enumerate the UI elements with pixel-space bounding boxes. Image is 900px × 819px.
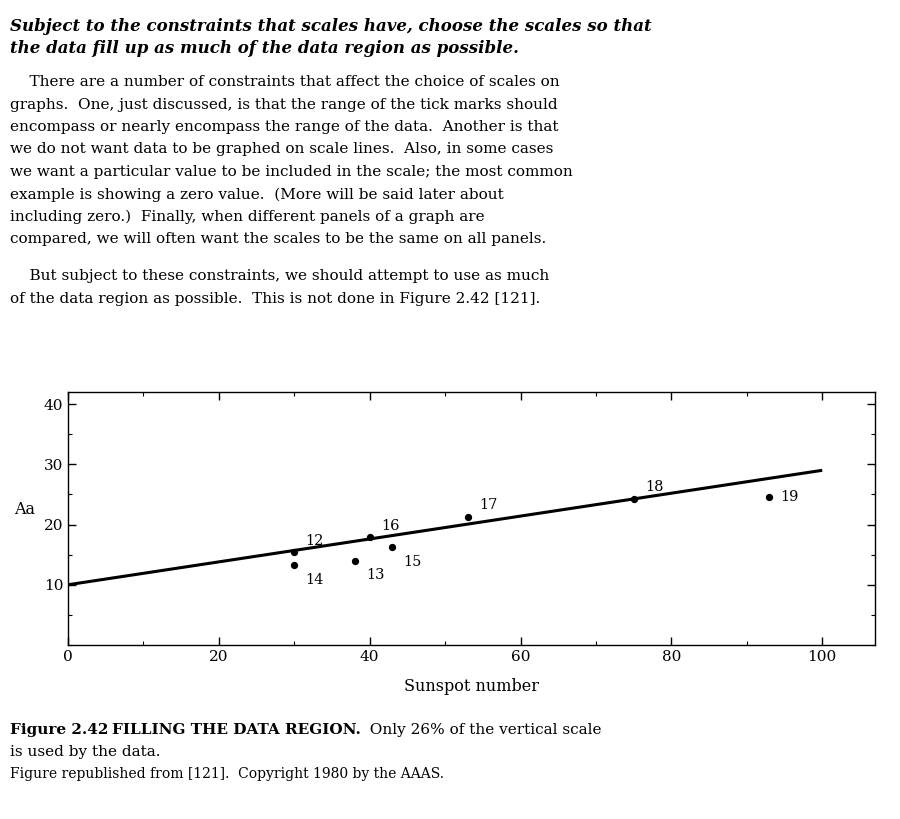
Point [287, 559, 302, 572]
Point [461, 511, 475, 524]
Text: compared, we will often want the scales to be the same on all panels.: compared, we will often want the scales … [10, 233, 546, 247]
Text: encompass or nearly encompass the range of the data.  Another is that: encompass or nearly encompass the range … [10, 120, 559, 134]
Text: 13: 13 [366, 568, 384, 581]
Point [762, 491, 777, 504]
Point [347, 554, 362, 568]
Text: example is showing a zero value.  (More will be said later about: example is showing a zero value. (More w… [10, 188, 504, 202]
Text: 19: 19 [780, 491, 799, 505]
Text: graphs.  One, just discussed, is that the range of the tick marks should: graphs. One, just discussed, is that the… [10, 97, 558, 111]
Text: 18: 18 [645, 481, 663, 495]
Text: is used by the data.: is used by the data. [10, 745, 160, 759]
Text: we want a particular value to be included in the scale; the most common: we want a particular value to be include… [10, 165, 572, 179]
Text: Figure 2.42: Figure 2.42 [10, 723, 108, 737]
Text: the data fill up as much of the data region as possible.: the data fill up as much of the data reg… [10, 40, 519, 57]
Text: Only 26% of the vertical scale: Only 26% of the vertical scale [360, 723, 601, 737]
Y-axis label: Aa: Aa [14, 501, 35, 518]
Text: 17: 17 [479, 499, 498, 513]
Text: including zero.)  Finally, when different panels of a graph are: including zero.) Finally, when different… [10, 210, 484, 224]
X-axis label: Sunspot number: Sunspot number [404, 678, 539, 695]
Text: 16: 16 [381, 519, 400, 533]
Text: FILLING THE DATA REGION.: FILLING THE DATA REGION. [112, 723, 361, 737]
Point [287, 545, 302, 559]
Text: But subject to these constraints, we should attempt to use as much: But subject to these constraints, we sho… [10, 269, 549, 283]
Text: There are a number of constraints that affect the choice of scales on: There are a number of constraints that a… [10, 75, 560, 89]
Text: Subject to the constraints that scales have, choose the scales so that: Subject to the constraints that scales h… [10, 18, 652, 35]
Point [626, 493, 641, 506]
Point [363, 530, 377, 543]
Text: 12: 12 [306, 534, 324, 548]
Text: of the data region as possible.  This is not done in Figure 2.42 [121].: of the data region as possible. This is … [10, 292, 540, 305]
Text: 15: 15 [403, 554, 422, 568]
Text: 14: 14 [306, 572, 324, 586]
Text: we do not want data to be graphed on scale lines.  Also, in some cases: we do not want data to be graphed on sca… [10, 143, 554, 156]
Point [385, 541, 400, 554]
Text: Figure republished from [121].  Copyright 1980 by the AAAS.: Figure republished from [121]. Copyright… [10, 767, 444, 781]
